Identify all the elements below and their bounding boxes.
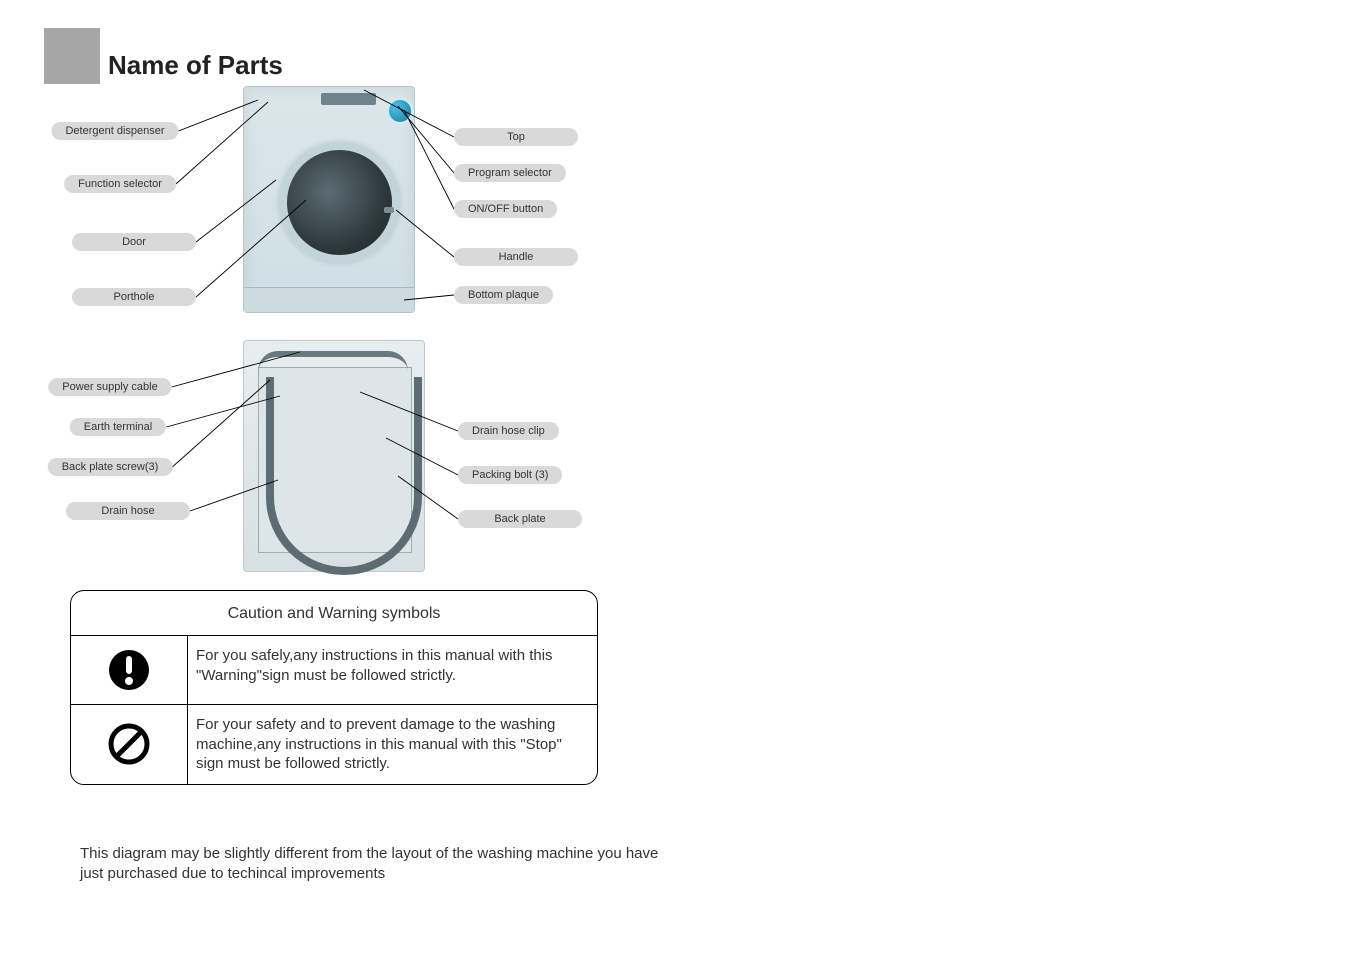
front-left-label: Door <box>72 233 196 251</box>
header-gray-block <box>44 28 100 84</box>
washing-machine-back-illustration <box>243 340 425 572</box>
leader-lines-layer <box>0 0 1350 954</box>
back-left-label: Drain hose <box>66 502 190 520</box>
warning-exclaim-icon <box>107 648 151 692</box>
caution-warning-box: Caution and Warning symbols For you safe… <box>70 590 598 785</box>
front-left-label: Porthole <box>72 288 196 306</box>
front-right-label: Program selector <box>454 164 566 182</box>
stop-icon-cell <box>71 705 188 784</box>
door-graphic <box>279 142 400 263</box>
caution-row-warning: For you safely,any instructions in this … <box>71 635 597 704</box>
front-left-label: Detergent dispenser <box>51 122 178 140</box>
back-left-label: Back plate screw(3) <box>48 458 173 476</box>
caution-box-title: Caution and Warning symbols <box>71 591 597 635</box>
back-left-label: Power supply cable <box>48 378 171 396</box>
back-right-label: Packing bolt (3) <box>458 466 562 484</box>
back-right-label: Back plate <box>458 510 582 528</box>
bottom-plaque-graphic <box>244 287 414 312</box>
power-cable-graphic <box>258 351 408 375</box>
drain-hose-graphic <box>266 377 422 575</box>
caution-row-stop: For your safety and to prevent damage to… <box>71 704 597 784</box>
stop-prohibit-icon <box>107 722 151 766</box>
front-right-label: ON/OFF button <box>454 200 557 218</box>
washing-machine-front-illustration <box>243 86 415 313</box>
front-right-label: Bottom plaque <box>454 286 553 304</box>
back-right-label: Drain hose clip <box>458 422 559 440</box>
front-right-label: Top <box>454 128 578 146</box>
program-knob-graphic <box>386 97 414 125</box>
caution-text-stop: For your safety and to prevent damage to… <box>188 705 597 784</box>
front-right-label: Handle <box>454 248 578 266</box>
handle-graphic <box>384 207 394 213</box>
front-left-label: Function selector <box>64 175 176 193</box>
caution-text-warning: For you safely,any instructions in this … <box>188 636 597 704</box>
back-left-label: Earth terminal <box>70 418 166 436</box>
control-panel <box>321 93 376 105</box>
warning-icon-cell <box>71 636 188 704</box>
footnote-text: This diagram may be slightly different f… <box>80 844 670 883</box>
page-title: Name of Parts <box>108 50 283 81</box>
